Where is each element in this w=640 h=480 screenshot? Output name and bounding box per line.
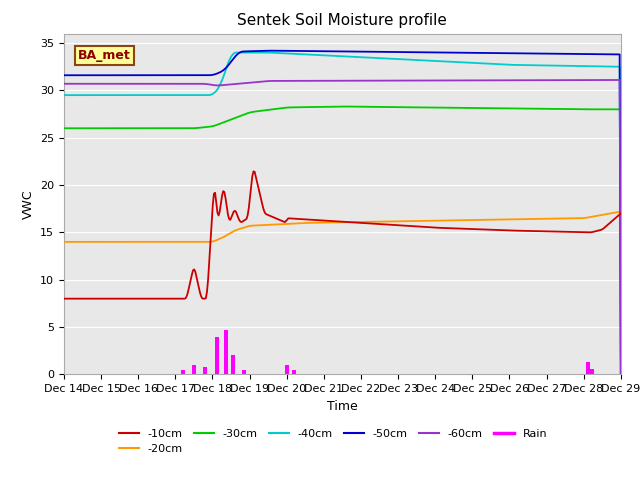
Bar (591, 369, 593, 374)
Bar (285, 365, 287, 374)
Bar (216, 336, 218, 374)
Bar (223, 330, 225, 374)
Bar (292, 370, 294, 374)
Legend: -10cm, -20cm, -30cm, -40cm, -50cm, -60cm, Rain: -10cm, -20cm, -30cm, -40cm, -50cm, -60cm… (114, 424, 552, 459)
Bar (592, 369, 594, 374)
Bar (183, 370, 184, 374)
Y-axis label: VWC: VWC (22, 189, 35, 219)
Bar (293, 370, 295, 374)
Bar (205, 367, 207, 374)
Bar (182, 370, 184, 374)
Bar (232, 356, 234, 374)
Bar (218, 336, 220, 374)
Bar (193, 365, 195, 374)
Bar (242, 370, 244, 374)
Bar (586, 362, 588, 374)
Bar (233, 356, 235, 374)
Bar (589, 362, 590, 374)
Bar (589, 369, 591, 374)
Bar (230, 356, 232, 374)
Bar (588, 362, 589, 374)
Text: BA_met: BA_met (78, 49, 131, 62)
Bar (226, 330, 228, 374)
Bar (294, 370, 296, 374)
Bar (216, 336, 217, 374)
Bar (244, 370, 246, 374)
Title: Sentek Soil Moisture profile: Sentek Soil Moisture profile (237, 13, 447, 28)
Bar (204, 367, 205, 374)
Bar (287, 365, 289, 374)
Bar (195, 365, 196, 374)
Bar (225, 330, 227, 374)
Bar (180, 370, 182, 374)
Bar (192, 365, 194, 374)
Bar (203, 367, 204, 374)
Bar (243, 370, 245, 374)
Bar (286, 365, 288, 374)
X-axis label: Time: Time (327, 400, 358, 413)
